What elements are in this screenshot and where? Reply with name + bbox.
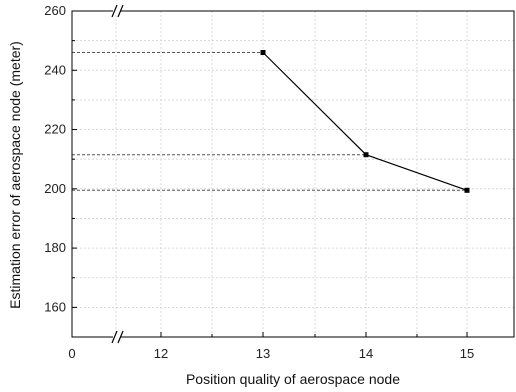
x-tick-label: 13 [256,346,270,361]
plot-frame [71,10,515,338]
series-line [262,52,468,191]
axis-break-slash [111,330,118,344]
axis-break-slash [117,4,124,18]
x-tick-label: 14 [359,346,373,361]
y-tick-label: 160 [44,299,66,314]
y-tick-label: 240 [44,62,66,77]
axis-break-gap [113,334,121,340]
y-tick-label: 200 [44,181,66,196]
y-tick-label: 180 [44,240,66,255]
reference-lines [72,51,467,191]
y-tick-label: 260 [44,3,66,18]
x-tick-label: 0 [68,346,75,361]
y-tick-label: 220 [44,122,66,137]
x-tick-label: 12 [154,346,168,361]
axis-break-gap [113,8,121,14]
data-point [363,152,369,158]
axis-break-marks [111,4,124,344]
data-point [464,187,470,193]
series [260,49,470,193]
axis-break-slash [111,4,118,18]
axis-break-slash [117,330,124,344]
x-axis-ticks: 0 12 13 14 15 [68,332,474,361]
y-axis-title: Estimation error of aerospace node (mete… [7,41,23,309]
grid [72,11,514,337]
x-tick-label: 15 [460,346,474,361]
data-point [260,49,266,55]
x-axis-title: Position quality of aerospace node [186,371,400,387]
y-axis-ticks: 160 180 200 220 240 260 [44,3,77,314]
